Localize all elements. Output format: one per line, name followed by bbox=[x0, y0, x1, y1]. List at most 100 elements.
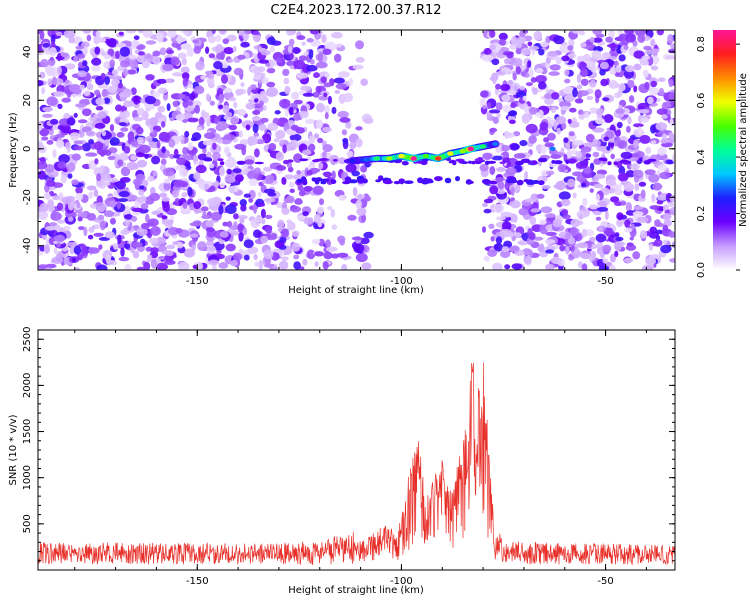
heatmap-cell bbox=[546, 170, 555, 176]
heatmap-cell bbox=[214, 180, 220, 188]
heatmap-cell bbox=[106, 260, 118, 266]
heatmap-cell bbox=[192, 39, 199, 44]
heatmap-cell bbox=[131, 215, 138, 222]
heatmap-cell bbox=[576, 55, 585, 63]
heatmap-cell bbox=[291, 91, 300, 100]
heatmap-cell bbox=[658, 87, 665, 97]
heatmap-cell bbox=[552, 218, 562, 228]
heatmap-cell bbox=[74, 267, 80, 270]
heatmap-cell bbox=[630, 223, 635, 231]
heatmap-cell bbox=[180, 43, 192, 50]
heatmap-cell bbox=[570, 218, 581, 228]
heatmap-cell bbox=[289, 53, 294, 60]
heatmap-cell bbox=[584, 208, 590, 217]
heatmap-cell bbox=[130, 141, 139, 146]
heatmap-cell bbox=[157, 87, 168, 94]
heatmap-cell bbox=[625, 202, 633, 212]
heatmap-cell bbox=[622, 161, 629, 165]
heatmap-cell bbox=[128, 54, 137, 60]
heatmap-cell bbox=[39, 202, 49, 213]
heatmap-cell bbox=[189, 92, 195, 101]
heatmap-cell bbox=[287, 45, 293, 54]
heatmap-peak bbox=[373, 156, 381, 161]
heatmap-cell bbox=[39, 245, 45, 252]
heatmap-cell bbox=[352, 64, 364, 70]
heatmap-cell bbox=[103, 54, 111, 60]
heatmap-cell bbox=[486, 102, 492, 110]
heatmap-cell bbox=[225, 112, 233, 118]
heatmap-cell bbox=[44, 164, 55, 173]
heatmap-cell bbox=[393, 180, 401, 185]
heatmap-cell bbox=[287, 166, 294, 173]
heatmap-cell bbox=[561, 55, 570, 62]
heatmap-cell bbox=[302, 211, 309, 217]
heatmap-cell bbox=[223, 134, 236, 141]
heatmap-cell bbox=[109, 137, 120, 146]
heatmap-cell bbox=[221, 74, 228, 84]
heatmap-cell bbox=[500, 144, 511, 152]
heatmap-cell bbox=[122, 68, 129, 77]
heatmap-cell bbox=[162, 63, 174, 71]
heatmap-cell bbox=[73, 140, 84, 145]
heatmap-cell bbox=[538, 48, 545, 56]
heatmap-cell bbox=[593, 183, 604, 189]
heatmap-cell bbox=[656, 108, 668, 115]
heatmap-y-axis-label: Frequency (Hz) bbox=[8, 112, 19, 188]
heatmap-cell bbox=[165, 78, 173, 83]
x-tick-label: -100 bbox=[390, 276, 413, 287]
heatmap-cell bbox=[57, 161, 67, 169]
heatmap-x-axis-label: Height of straight line (km) bbox=[288, 285, 424, 296]
heatmap-cell bbox=[359, 237, 370, 245]
heatmap-cell bbox=[586, 95, 594, 101]
heatmap-cell bbox=[156, 32, 164, 40]
heatmap-cell bbox=[286, 162, 292, 168]
heatmap-peak bbox=[479, 144, 487, 149]
heatmap-cell bbox=[500, 84, 511, 92]
heatmap-cell bbox=[77, 216, 83, 222]
heatmap-cell bbox=[93, 141, 104, 151]
heatmap-cell bbox=[598, 225, 603, 233]
heatmap-cell bbox=[625, 170, 636, 178]
heatmap-cell bbox=[145, 74, 155, 81]
heatmap-cell bbox=[206, 239, 214, 247]
heatmap-cell bbox=[132, 211, 141, 216]
heatmap-cell bbox=[269, 45, 276, 53]
heatmap-cell bbox=[245, 102, 256, 110]
y-tick-label: 1500 bbox=[22, 419, 33, 444]
heatmap-cell bbox=[303, 185, 313, 192]
heatmap-cell bbox=[302, 149, 312, 156]
heatmap-cell bbox=[302, 178, 307, 182]
heatmap-cell bbox=[522, 95, 527, 101]
heatmap-cell bbox=[240, 41, 250, 48]
heatmap-cell bbox=[530, 208, 541, 213]
heatmap-cell bbox=[172, 72, 184, 77]
heatmap-cell bbox=[659, 171, 671, 180]
heatmap-peak bbox=[459, 149, 466, 154]
heatmap-cell bbox=[540, 144, 547, 155]
heatmap-cell bbox=[283, 77, 290, 85]
heatmap-cell bbox=[525, 82, 533, 87]
heatmap-cell bbox=[355, 40, 364, 50]
heatmap-peak bbox=[549, 146, 556, 151]
heatmap-cell bbox=[78, 226, 85, 231]
heatmap-cell bbox=[209, 100, 215, 106]
heatmap-cell bbox=[613, 161, 619, 166]
heatmap-cell bbox=[95, 30, 101, 38]
snr-line-panel: -150 -100 -50 500 1000 1500 2000 2500 Height o… bbox=[8, 327, 676, 596]
figure-title: C2E4.2023.172.00.37.R12 bbox=[270, 3, 441, 18]
heatmap-cell bbox=[111, 79, 120, 86]
heatmap-cell bbox=[632, 211, 644, 217]
heatmap-cell bbox=[488, 180, 498, 185]
heatmap-cell bbox=[420, 160, 428, 165]
heatmap-cell bbox=[117, 65, 124, 72]
heatmap-cell bbox=[176, 241, 184, 249]
heatmap-cell bbox=[334, 89, 341, 94]
heatmap-cell bbox=[150, 247, 159, 254]
heatmap-cell bbox=[509, 57, 519, 66]
heatmap-cell bbox=[596, 169, 608, 176]
colorbar: 0.0 0.2 0.4 0.6 0.8 Normalized spectral ampl… bbox=[696, 30, 749, 278]
heatmap-cell bbox=[589, 204, 599, 210]
heatmap-cell bbox=[564, 78, 571, 84]
heatmap-cell bbox=[213, 61, 223, 70]
heatmap-cell bbox=[45, 65, 54, 75]
